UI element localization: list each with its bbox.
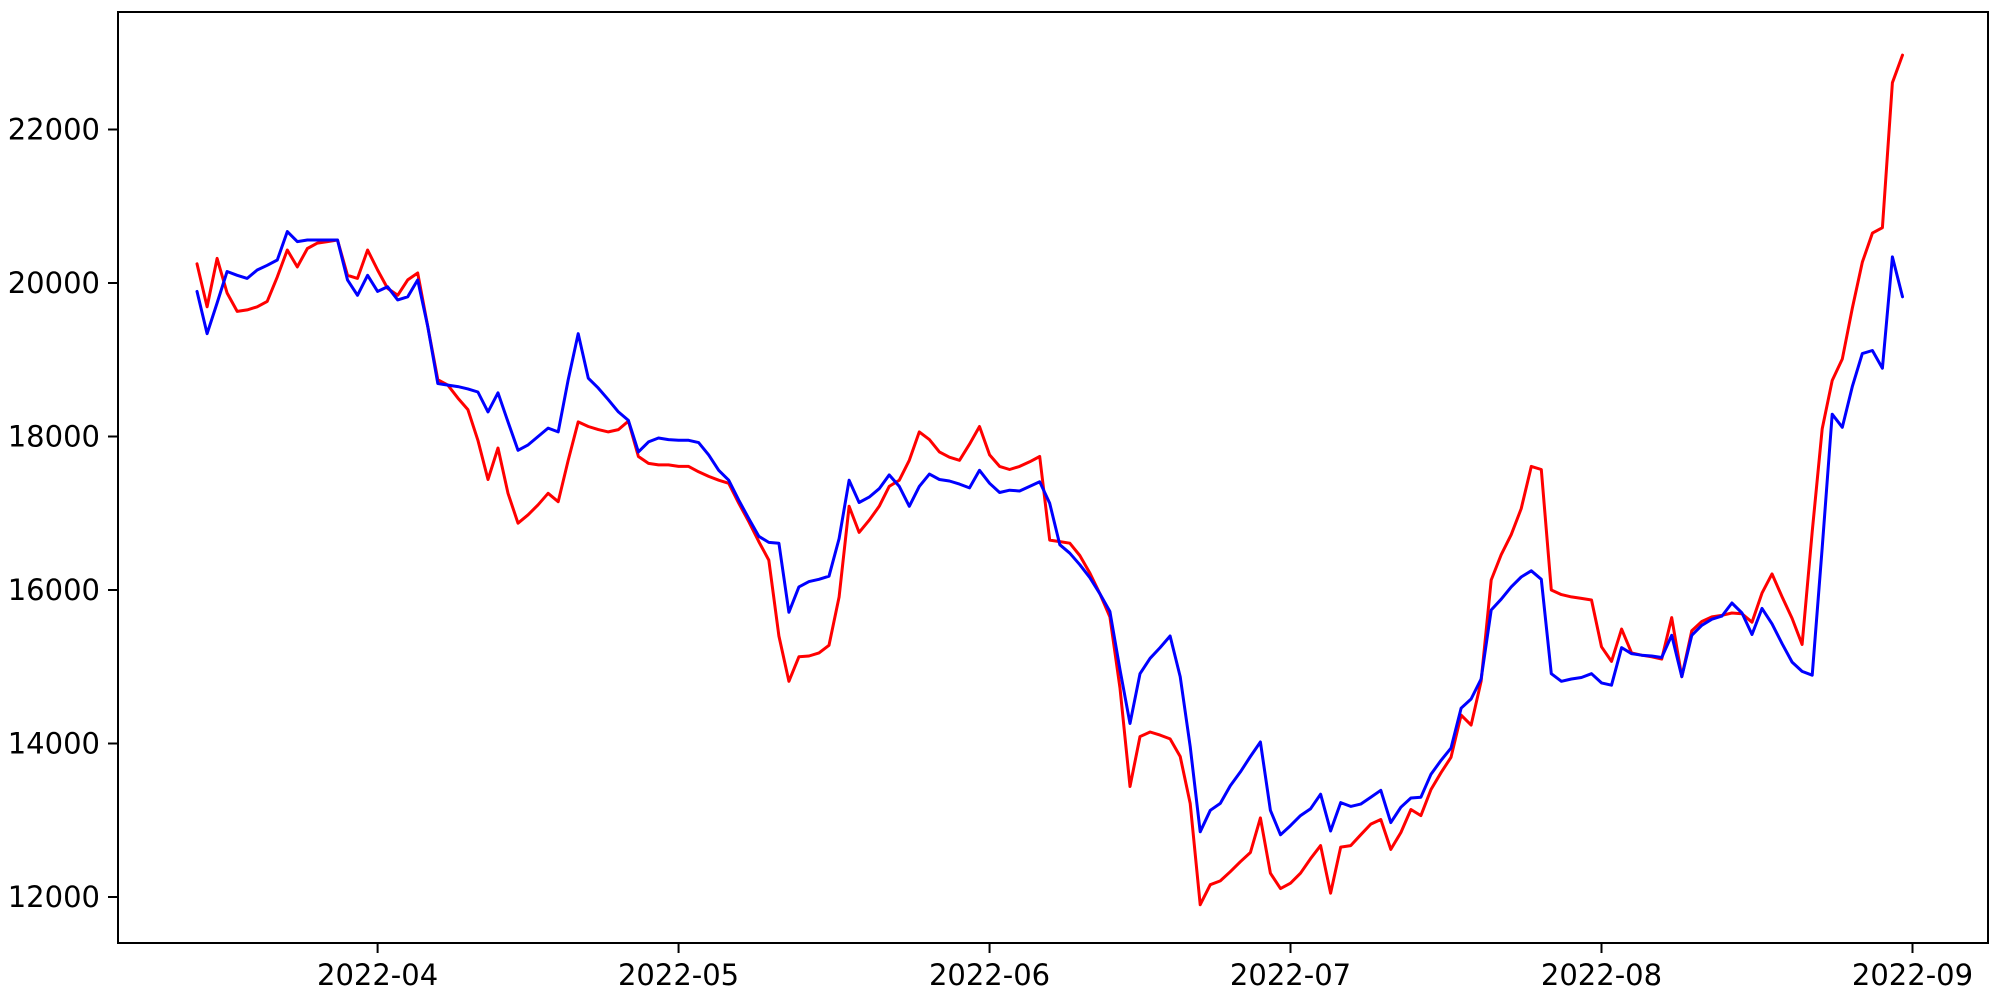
- y-axis-ticks: 12000 14000 16000 18000 20000 22000: [8, 113, 118, 914]
- x-tick-label: 2022-09: [1852, 958, 1973, 992]
- x-tick-label: 2022-05: [618, 958, 739, 992]
- blue-line: [195, 230, 1904, 837]
- x-tick-label: 2022-04: [317, 958, 438, 992]
- y-tick-label: 18000: [8, 420, 100, 454]
- y-tick-label: 14000: [8, 727, 100, 761]
- y-tick-label: 16000: [8, 573, 100, 607]
- x-tick-label: 2022-08: [1541, 958, 1662, 992]
- x-tick-label: 2022-07: [1230, 958, 1351, 992]
- x-tick-label: 2022-06: [929, 958, 1050, 992]
- red-line: [195, 53, 1904, 907]
- y-tick-label: 22000: [8, 113, 100, 147]
- x-axis-ticks: 2022-04 2022-05 2022-06 2022-07 2022-08 2022-…: [317, 943, 1973, 992]
- y-tick-label: 20000: [8, 266, 100, 300]
- plot-border: [117, 11, 1989, 944]
- y-tick-label: 12000: [8, 880, 100, 914]
